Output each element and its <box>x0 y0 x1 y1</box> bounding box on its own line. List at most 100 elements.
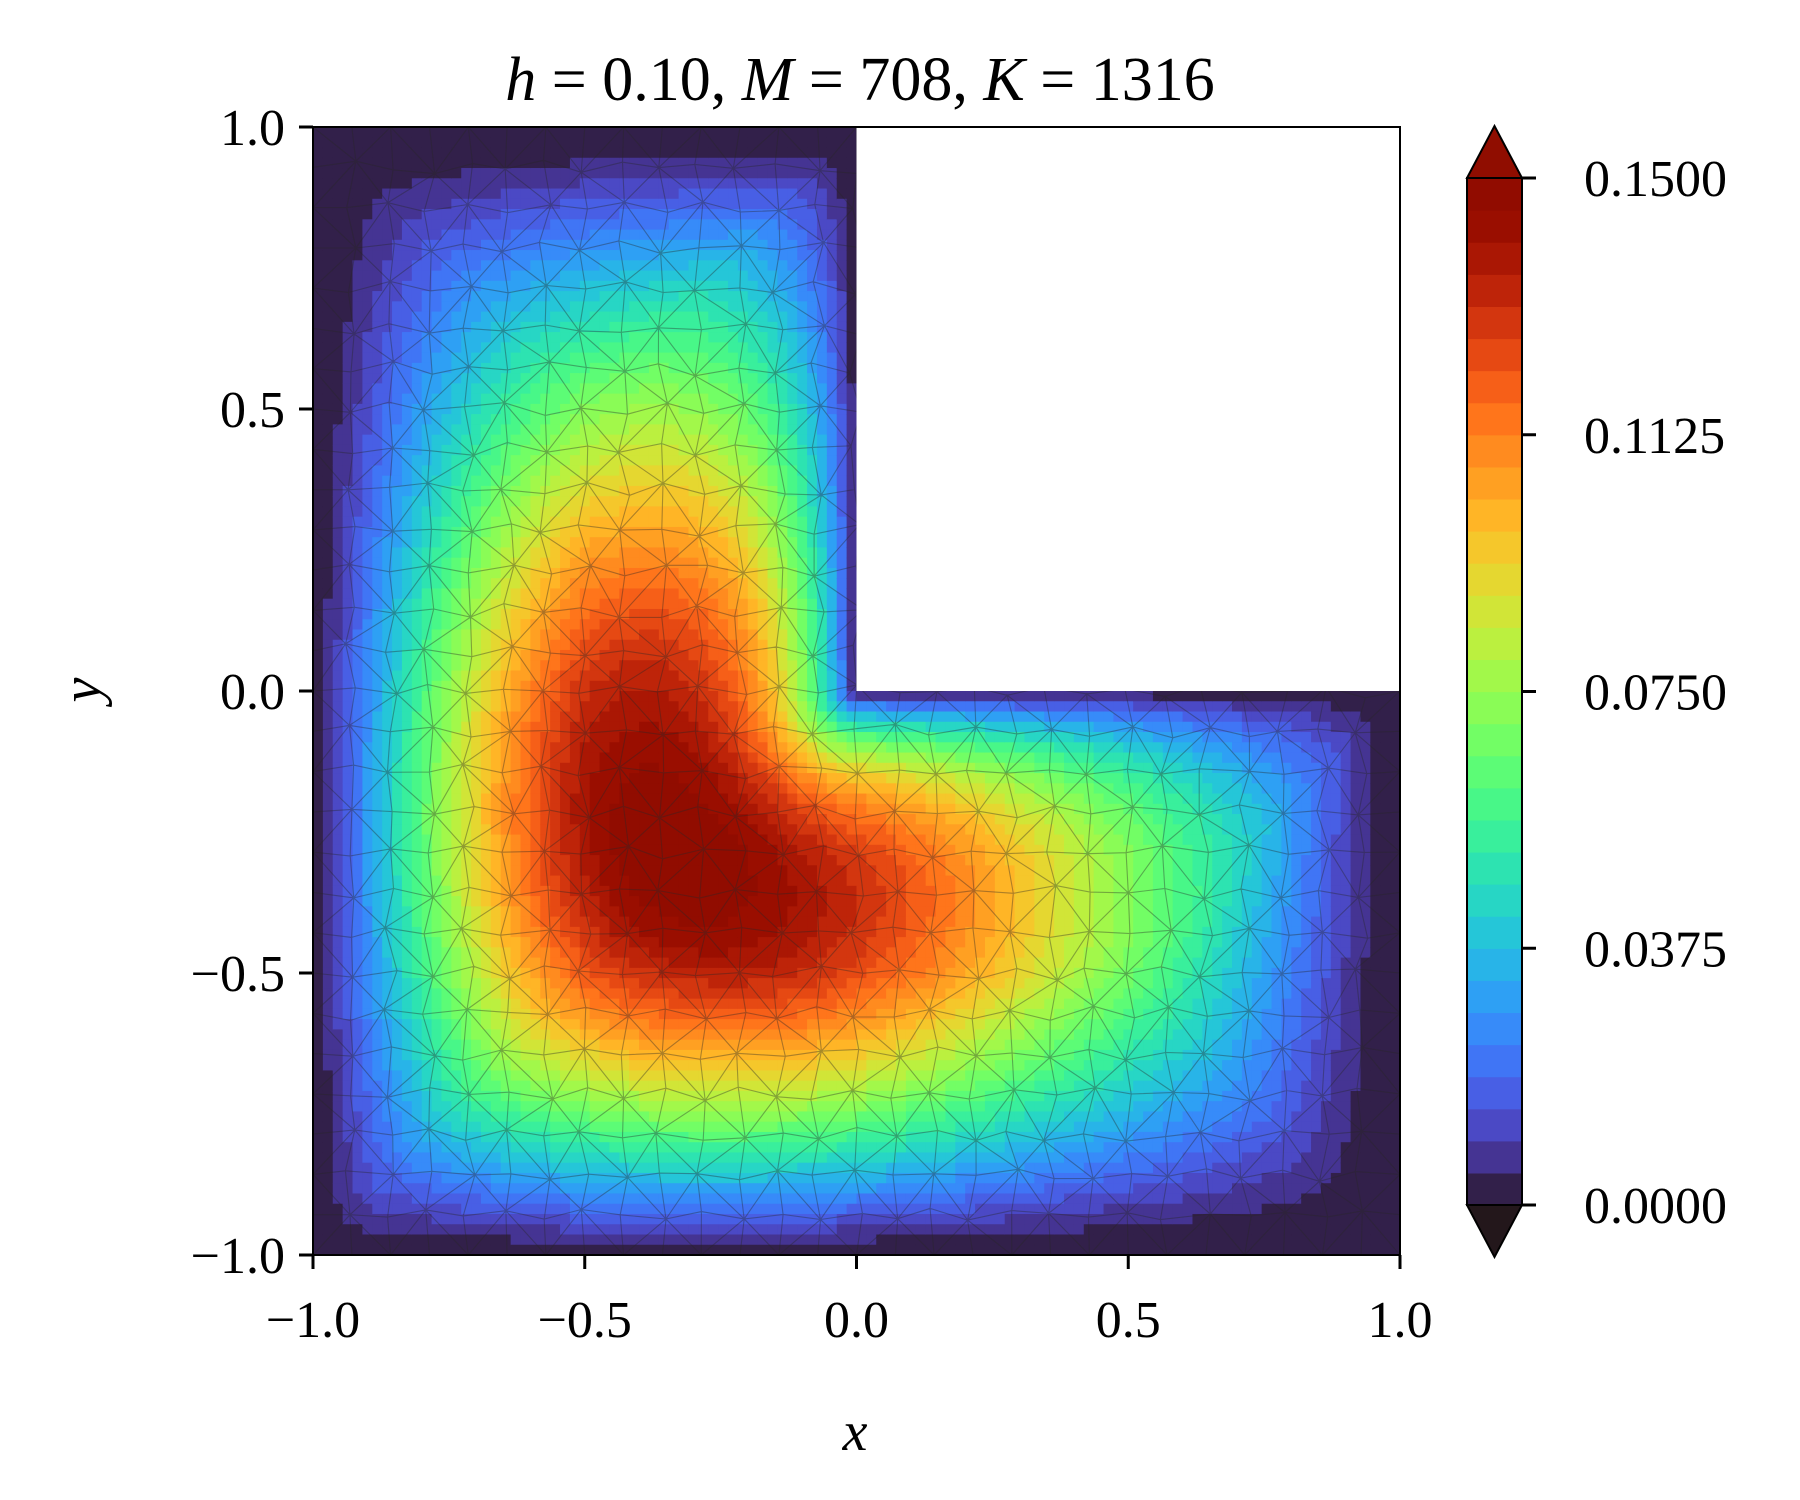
contour-cell <box>382 209 393 220</box>
contour-cell <box>500 752 512 764</box>
contour-cell <box>401 742 413 754</box>
contour-cell <box>411 916 423 928</box>
contour-cell <box>372 639 383 651</box>
contour-cell <box>629 691 640 702</box>
contour-cell <box>500 1131 512 1143</box>
contour-cell <box>480 485 492 497</box>
contour-cell <box>569 1101 581 1113</box>
contour-cell <box>658 332 670 343</box>
contour-cell <box>411 947 423 959</box>
contour-cell <box>342 967 354 979</box>
contour-cell <box>451 742 462 754</box>
contour-cell <box>441 773 452 784</box>
contour-cell <box>451 444 462 456</box>
contour-cell <box>530 137 541 149</box>
contour-cell <box>411 752 423 764</box>
contour-cell <box>708 455 719 466</box>
contour-cell <box>332 721 344 733</box>
contour-cell <box>313 157 324 169</box>
contour-cell <box>728 1244 739 1255</box>
contour-cell <box>461 127 472 138</box>
contour-cell <box>560 875 571 887</box>
contour-cell <box>322 455 334 466</box>
contour-cell <box>747 588 759 600</box>
contour-cell <box>372 1131 383 1143</box>
contour-cell <box>322 875 334 887</box>
contour-cell <box>401 403 413 415</box>
contour-cell <box>747 1049 759 1061</box>
contour-cell <box>668 1008 680 1020</box>
contour-cell <box>569 978 581 989</box>
contour-cell <box>619 1203 630 1215</box>
contour-cell <box>639 157 650 169</box>
contour-cell <box>560 137 571 149</box>
contour-cell <box>352 578 364 590</box>
contour-cell <box>668 608 680 620</box>
contour-cell <box>569 711 581 723</box>
contour-cell <box>401 198 413 210</box>
contour-cell <box>471 988 482 1000</box>
contour-cell <box>362 516 373 528</box>
contour-cell <box>639 598 650 610</box>
contour-cell <box>728 280 739 292</box>
contour-cell <box>747 773 759 784</box>
contour-cell <box>342 383 354 395</box>
contour-cell <box>352 649 364 661</box>
contour-cell <box>530 1008 541 1020</box>
contour-cell <box>342 424 354 436</box>
contour-cell <box>560 988 571 1000</box>
contour-cell <box>451 957 462 969</box>
contour-cell <box>441 885 452 897</box>
contour-cell <box>471 547 482 559</box>
contour-cell <box>688 844 699 856</box>
contour-cell <box>313 280 324 292</box>
contour-cell <box>372 1060 383 1072</box>
contour-cell <box>490 834 502 846</box>
contour-cell <box>560 516 571 528</box>
contour-cell <box>540 916 551 928</box>
contour-cell <box>599 896 611 907</box>
contour-cell <box>490 588 502 600</box>
contour-cell <box>550 967 561 979</box>
contour-cell <box>421 885 433 897</box>
contour-cell <box>609 1121 620 1133</box>
contour-cell <box>599 1080 611 1092</box>
contour-cell <box>540 373 551 384</box>
contour-cell <box>372 1121 383 1133</box>
contour-cell <box>747 1131 759 1143</box>
contour-cell <box>629 1193 640 1205</box>
contour-cell <box>698 926 709 938</box>
contour-cell <box>490 342 502 354</box>
contour-cell <box>579 557 591 569</box>
contour-cell <box>342 1090 354 1102</box>
contour-cell <box>560 1019 571 1030</box>
contour-cell <box>461 598 472 610</box>
contour-cell <box>382 608 393 620</box>
contour-cell <box>757 485 769 497</box>
contour-cell <box>678 844 690 856</box>
contour-cell <box>728 732 739 743</box>
contour-cell <box>480 137 492 149</box>
contour-cell <box>658 906 670 918</box>
contour-cell <box>757 526 769 538</box>
contour-cell <box>599 291 611 302</box>
contour-cell <box>639 434 650 446</box>
contour-cell <box>401 803 413 815</box>
contour-cell <box>480 1121 492 1133</box>
contour-cell <box>639 1111 650 1123</box>
contour-cell <box>579 516 591 528</box>
contour-cell <box>728 250 739 261</box>
contour-cell <box>678 783 690 795</box>
contour-cell <box>362 1213 373 1225</box>
contour-cell <box>322 383 334 395</box>
contour-cell <box>648 1008 660 1020</box>
contour-cell <box>648 465 660 477</box>
contour-cell <box>392 721 403 733</box>
contour-cell <box>668 773 680 784</box>
contour-cell <box>461 926 472 938</box>
contour-cell <box>589 557 601 569</box>
contour-cell <box>431 188 443 200</box>
contour-cell <box>530 526 541 538</box>
contour-cell <box>372 362 383 374</box>
contour-cell <box>401 711 413 723</box>
